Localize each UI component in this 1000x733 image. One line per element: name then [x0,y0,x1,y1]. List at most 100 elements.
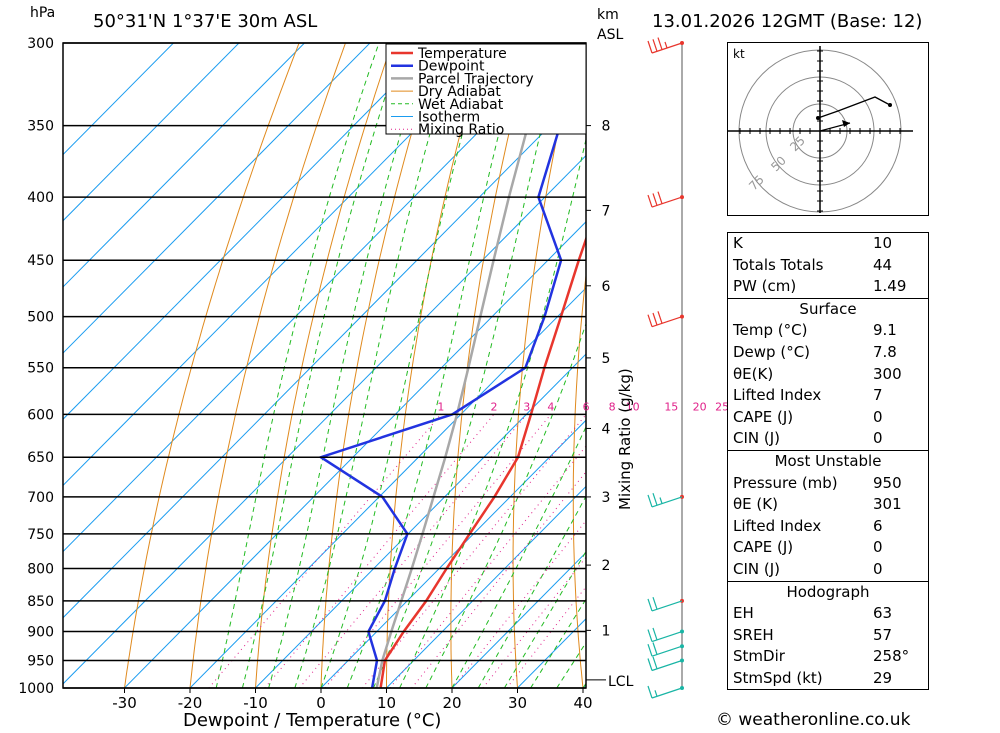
most-unstable-section: Most Unstable Pressure (mb) 950 θE (K) 301… [728,449,928,581]
mixing-ratio-label: 6 [583,400,590,413]
wind-barb [651,600,683,612]
mu-theta-row: θE (K) 301 [728,494,928,516]
legend-box [385,43,587,135]
wind-barb [651,496,683,508]
surface-theta-label: θE(K) [733,364,774,383]
wind-barb-feather [657,37,663,50]
surface-dewp-value: 7.8 [873,342,897,361]
copyright-link[interactable]: © weatheronline.co.uk [716,710,911,730]
k-index-row: K 10 [728,233,928,255]
mu-cin-row: CIN (J) 0 [728,559,928,581]
stmspd-row: StmSpd (kt) 29 [728,668,928,690]
surface-cin-row: CIN (J) 0 [728,428,928,450]
wind-barb-feather [652,312,658,326]
mixing-ratio-label: 3 [523,400,530,413]
pressure-tick-label: 650 [27,450,54,466]
pressure-tick-label: 850 [27,594,54,610]
wind-barb-feather [652,642,658,655]
mixing-ratio-axis-title: Mixing Ratio (g/kg) [616,368,634,510]
stmdir-label: StmDir [733,647,785,666]
isotherm-line [189,287,586,688]
pw-value: 1.49 [873,277,907,296]
pressure-tick-label: 450 [27,253,54,269]
pressure-tick-label: 950 [27,654,54,670]
mixing-ratio-label: 8 [609,400,616,413]
dry-adiabat-line [255,43,393,688]
surface-li-row: Lifted Index 7 [728,385,928,407]
surface-title: Surface [799,299,857,318]
surface-li-label: Lifted Index [733,386,822,405]
wind-barb-feather [657,191,663,204]
wind-barb-feather [664,41,668,49]
height-tick-label: 7 [602,203,611,219]
location-title: 50°31'N 1°37'E 30m ASL [93,11,317,32]
surface-section: Surface Temp (°C) 9.1 Dewp (°C) 7.8 θE(K) 3… [728,297,928,450]
mixing-ratio-label: 10 [626,400,640,413]
mu-cape-label: CAPE (J) [733,538,794,557]
x-tick-label: 10 [377,694,396,712]
surface-temp-row: Temp (°C) 9.1 [728,320,928,342]
eh-row: EH 63 [728,603,928,625]
unit-hpa: hPa [30,5,55,21]
mixing-ratio-label: 2 [490,400,497,413]
isotherm-line [63,43,306,288]
wet-adiabat-line [477,495,586,688]
isotherm-line [385,485,586,688]
k-index-value: 10 [873,234,893,252]
mu-theta-value: 301 [873,495,902,514]
eh-label: EH [733,604,754,623]
isotherm-line [63,43,437,420]
x-tick-label: 20 [442,694,461,712]
pressure-tick-label: 800 [27,561,54,577]
wind-barb [651,42,683,54]
mu-cape-row: CAPE (J) 0 [728,537,928,559]
pressure-tick-label: 900 [27,625,54,641]
hodograph-end-point [888,103,892,107]
wind-barb-feather [652,193,658,206]
wind-barb-feather [647,194,653,208]
surface-li-value: 7 [873,386,883,405]
mu-theta-label: θE (K) [733,495,778,514]
wind-barb-feather [659,497,663,504]
x-tick-label: 0 [316,694,326,712]
mu-pressure-value: 950 [873,473,902,492]
wind-barb-feather [652,39,658,52]
wind-barb-feather [647,598,653,612]
pw-label: PW (cm) [733,277,797,296]
hodograph-unit: kt [733,47,745,61]
surface-cin-label: CIN (J) [733,429,781,448]
surface-theta-row: θE(K) 300 [728,364,928,386]
legend-label: Isotherm [418,110,480,126]
wind-barb-feather [647,40,653,54]
temperature-profile [379,235,586,688]
surface-temp-value: 9.1 [873,321,897,340]
pressure-tick-label: 300 [27,36,54,52]
isotherm-line [123,221,586,688]
wind-barb [651,196,683,208]
wind-barb-feather [652,597,658,610]
x-tick-label: -30 [112,694,137,712]
wind-barb [651,316,683,328]
sreh-row: SREH 57 [728,625,928,647]
mu-pressure-row: Pressure (mb) 950 [728,473,928,495]
wet-adiabat-line [215,43,380,688]
pressure-tick-label: 350 [27,119,54,135]
dry-adiabat-line [632,43,671,688]
pressure-tick-label: 500 [27,310,54,326]
surface-cape-label: CAPE (J) [733,407,794,426]
mixing-ratio-label: 20 [693,400,707,413]
surface-cin-value: 0 [873,429,883,448]
dry-adiabat-line [189,43,346,688]
dry-adiabat-line [947,43,1000,688]
plot-frame [62,42,606,693]
mixing-ratio-label: 25 [715,400,729,413]
indices-panel: K 10 Totals Totals 44 PW (cm) 1.49 Surface … [727,232,929,691]
mu-pressure-label: Pressure (mb) [733,473,838,492]
pw-row: PW (cm) 1.49 [728,276,928,298]
x-tick-label: -10 [243,694,268,712]
dewpoint-profile [318,43,581,688]
mixing-ratio-label: 15 [664,400,678,413]
dry-adiabat-line [688,43,717,688]
